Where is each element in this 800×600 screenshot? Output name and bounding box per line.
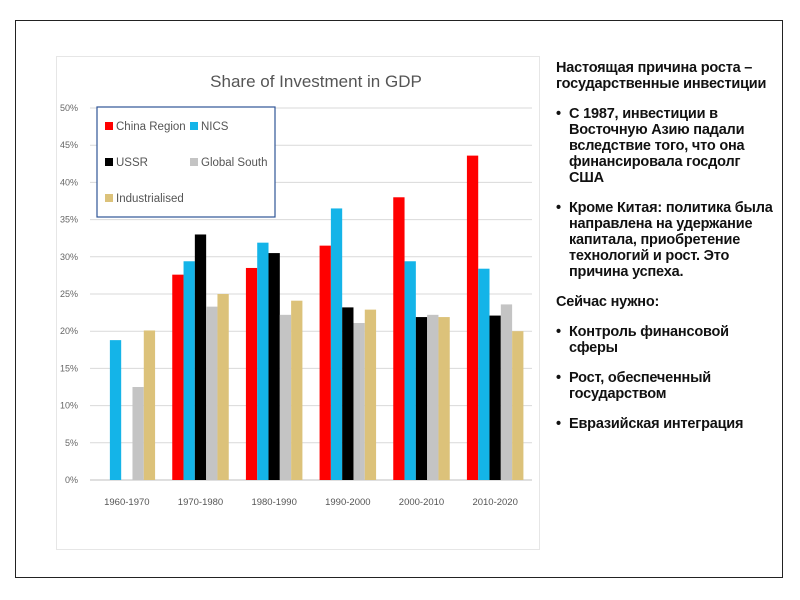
- bullet-item: С 1987, инвестиции в Восточную Азию пада…: [556, 106, 776, 186]
- bar-ussr: [489, 315, 501, 480]
- x-tick-label: 1970-1980: [178, 497, 223, 508]
- x-tick-label: 2010-2020: [472, 497, 517, 508]
- legend-label: Global South: [201, 157, 268, 169]
- bar-ussr: [415, 317, 428, 480]
- legend-swatch: [105, 158, 113, 166]
- bar-nics: [257, 242, 269, 480]
- bar-industrialised: [512, 331, 524, 480]
- bullets-bottom: Контроль финансовой сферы Рост, обеспече…: [556, 324, 776, 432]
- bar-global-south: [279, 314, 292, 480]
- slide-heading: Настоящая причина роста – государственны…: [556, 60, 767, 92]
- bar-global-south: [427, 314, 439, 480]
- y-tick-label: 5%: [65, 438, 78, 448]
- bar-global-south: [500, 304, 513, 480]
- bar-industrialised: [364, 309, 377, 480]
- bar-ussr: [194, 234, 207, 480]
- y-tick-label: 50%: [60, 103, 78, 113]
- bar-industrialised: [291, 300, 303, 480]
- x-tick-label: 1990-2000: [325, 497, 370, 508]
- y-tick-label: 25%: [60, 289, 78, 299]
- y-tick-label: 15%: [60, 363, 78, 373]
- bar-industrialised: [217, 294, 229, 480]
- bar-global-south: [206, 306, 218, 480]
- y-tick-label: 0%: [65, 475, 78, 485]
- y-tick-label: 20%: [60, 326, 78, 336]
- bar-china-region: [172, 274, 184, 480]
- bar-global-south: [353, 323, 365, 480]
- y-tick-label: 45%: [60, 140, 78, 150]
- bar-china-region: [319, 245, 331, 480]
- legend-swatch: [105, 122, 113, 130]
- bar-ussr: [268, 253, 280, 480]
- now-needed-heading: Сейчас нужно:: [556, 294, 660, 310]
- bar-industrialised: [438, 317, 450, 480]
- bar-nics: [109, 340, 122, 480]
- y-tick-label: 30%: [60, 252, 78, 262]
- bullets-top: С 1987, инвестиции в Восточную Азию пада…: [556, 106, 776, 280]
- y-tick-label: 35%: [60, 215, 78, 225]
- investment-chart: Share of Investment in GDP 0% 5% 10% 15% 20% 2…: [60, 72, 532, 508]
- bar-nics: [330, 208, 343, 480]
- bar-china-region: [466, 155, 479, 480]
- bar-global-south: [132, 387, 144, 480]
- bar-industrialised: [143, 330, 156, 480]
- bar-ussr: [342, 307, 354, 480]
- legend-label: NICS: [201, 121, 229, 133]
- bullet-item: Кроме Китая: политика была направлена на…: [556, 200, 776, 280]
- bar-nics: [183, 261, 195, 480]
- x-tick-label: 1980-1990: [251, 497, 296, 508]
- legend-swatch: [190, 158, 198, 166]
- side-text: Настоящая причина роста – государственны…: [556, 60, 776, 446]
- bullet-item: Евразийская интеграция: [556, 416, 776, 432]
- y-tick-label: 40%: [60, 177, 78, 187]
- legend-label: USSR: [116, 157, 148, 169]
- x-tick-label: 1960-1970: [104, 497, 149, 508]
- legend-box: [96, 106, 276, 218]
- legend-label: Industrialised: [116, 193, 184, 205]
- slide-frame: [15, 20, 783, 578]
- y-tick-label: 10%: [60, 401, 78, 411]
- bar-china-region: [245, 267, 258, 480]
- chart-panel: Share of Investment in GDP 0% 5% 10% 15% 20% 2…: [56, 56, 540, 550]
- chart-title: Share of Investment in GDP: [210, 72, 422, 91]
- legend-swatch: [190, 122, 198, 130]
- legend-label: China Region: [116, 121, 186, 133]
- bullet-item: Контроль финансовой сферы: [556, 324, 776, 356]
- bar-nics: [404, 261, 416, 480]
- x-tick-label: 2000-2010: [399, 497, 444, 508]
- legend-swatch: [105, 194, 113, 202]
- bullet-item: Рост, обеспеченный государством: [556, 370, 776, 402]
- bar-china-region: [393, 197, 405, 480]
- bar-nics: [478, 268, 490, 480]
